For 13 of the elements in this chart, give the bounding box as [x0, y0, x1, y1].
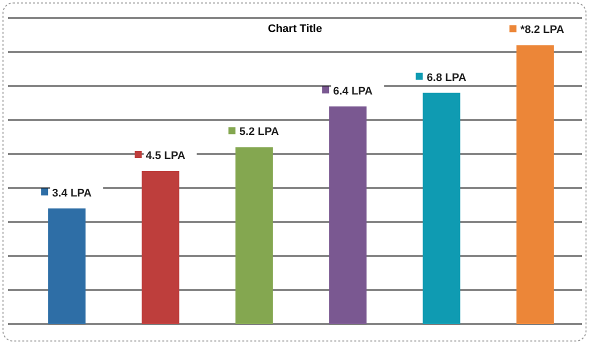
- bar: [329, 106, 367, 324]
- bar: [422, 92, 460, 324]
- data-label: 4.5 LPA: [146, 150, 186, 162]
- bar: [235, 147, 273, 324]
- bar: [48, 208, 86, 324]
- data-label: 3.4 LPA: [52, 187, 92, 200]
- data-label: *8.2 LPA: [520, 24, 564, 36]
- bar: [516, 45, 554, 324]
- data-label: 6.4 LPA: [333, 85, 373, 98]
- data-label: 6.8 LPA: [426, 72, 466, 84]
- data-label: 5.2 LPA: [239, 126, 280, 138]
- bar: [142, 171, 180, 324]
- chart-title: Chart Title: [268, 23, 322, 35]
